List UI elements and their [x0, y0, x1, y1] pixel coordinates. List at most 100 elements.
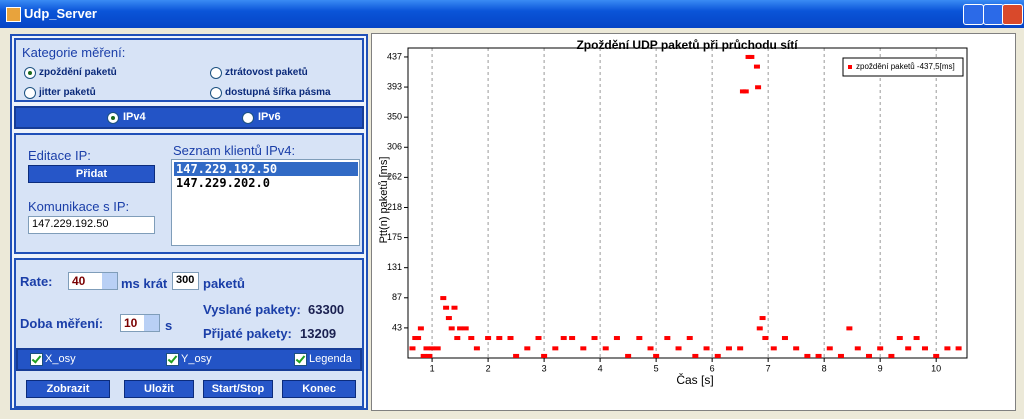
- point: [692, 353, 699, 358]
- point: [921, 346, 928, 351]
- legend-label: zpoždění paketů -437,5[ms]: [856, 62, 955, 71]
- start-stop-button[interactable]: Start/Stop: [203, 380, 273, 398]
- point: [703, 346, 710, 351]
- point: [423, 346, 430, 351]
- x-tick-label: 7: [766, 363, 771, 373]
- duration-combo[interactable]: 10: [120, 314, 160, 332]
- point: [955, 346, 962, 351]
- packets-textbox[interactable]: 300: [172, 272, 199, 290]
- maximize-button[interactable]: [983, 4, 1004, 25]
- point: [415, 336, 422, 341]
- point: [552, 346, 559, 351]
- point: [541, 353, 548, 358]
- y-tick-label: 262: [387, 172, 402, 182]
- radio[interactable]: [210, 87, 222, 99]
- sent-label: Vyslané pakety:: [203, 302, 301, 317]
- point: [854, 346, 861, 351]
- chart: Zpoždění UDP paketů při průchodu sítí Pt…: [371, 33, 1016, 411]
- y-axis-label: Ptt(n) paketů [ms]: [378, 157, 390, 244]
- y-tick-label: 306: [387, 142, 402, 152]
- point: [877, 346, 884, 351]
- x-axis-label: Čas [s]: [676, 372, 713, 387]
- point: [888, 353, 895, 358]
- checkbox[interactable]: [30, 353, 43, 366]
- checkbox[interactable]: [166, 353, 179, 366]
- point: [468, 336, 475, 341]
- minimize-button[interactable]: [963, 4, 984, 25]
- point: [755, 85, 762, 90]
- point: [440, 296, 447, 301]
- clients-list: 147.229.192.50 147.229.202.0: [171, 159, 360, 246]
- x-tick-label: 9: [878, 363, 883, 373]
- point: [714, 353, 721, 358]
- point: [636, 336, 643, 341]
- point: [896, 336, 903, 341]
- point: [753, 64, 760, 69]
- x-tick-label: 4: [598, 363, 603, 373]
- ms-label: ms krát: [121, 276, 168, 291]
- checkbox-bar: [16, 348, 362, 371]
- y-tick-label: 218: [387, 202, 402, 212]
- point: [420, 353, 427, 358]
- radio[interactable]: [210, 67, 222, 79]
- category-label: Kategorie měření:: [22, 45, 126, 60]
- ip-textbox[interactable]: 147.229.192.50: [28, 216, 155, 234]
- end-button[interactable]: Konec: [282, 380, 356, 398]
- point: [613, 336, 620, 341]
- y-tick-label: 393: [387, 81, 402, 91]
- clients-label: Seznam klientů IPv4:: [173, 143, 296, 158]
- point: [846, 326, 853, 331]
- point: [496, 336, 503, 341]
- show-button[interactable]: Zobrazit: [26, 380, 110, 398]
- rate-combo[interactable]: 40: [68, 272, 118, 290]
- close-button[interactable]: [1002, 4, 1023, 25]
- window-title: Udp_Server: [24, 6, 97, 21]
- point: [602, 346, 609, 351]
- received-value: 13209: [300, 326, 337, 341]
- y-tick-label: 131: [387, 262, 402, 272]
- radio[interactable]: [24, 67, 36, 79]
- point: [865, 353, 872, 358]
- packets-label: paketů: [203, 276, 245, 291]
- checkbox[interactable]: [294, 353, 307, 366]
- point: [429, 346, 436, 351]
- point: [457, 326, 464, 331]
- y-tick-label: 87: [392, 292, 402, 302]
- point: [770, 346, 777, 351]
- option-label: jitter paketů: [39, 87, 96, 98]
- ip-version-bar: [14, 106, 364, 129]
- point: [443, 305, 450, 310]
- save-button[interactable]: Uložit: [124, 380, 194, 398]
- x-tick-label: 8: [822, 363, 827, 373]
- point: [434, 346, 441, 351]
- option-label: IPv6: [258, 111, 281, 123]
- point: [535, 336, 542, 341]
- point: [426, 353, 433, 358]
- option-label: dostupná šířka pásma: [225, 87, 331, 98]
- point: [905, 346, 912, 351]
- radio[interactable]: [24, 87, 36, 99]
- comm-label: Komunikace s IP:: [28, 199, 130, 214]
- app-icon: [6, 7, 21, 22]
- radio[interactable]: [242, 112, 254, 124]
- point: [793, 346, 800, 351]
- point: [759, 316, 766, 321]
- x-tick-label: 1: [430, 363, 435, 373]
- duration-unit: s: [165, 318, 173, 333]
- option-label: ztrátovost paketů: [225, 67, 308, 78]
- plot-frame: [407, 47, 968, 359]
- x-tick-label: 3: [542, 363, 547, 373]
- point: [748, 54, 755, 59]
- client-item[interactable]: 147.229.202.0: [176, 176, 270, 190]
- add-button[interactable]: Přidat: [28, 165, 155, 183]
- radio[interactable]: [107, 112, 119, 124]
- point: [913, 336, 920, 341]
- client-item[interactable]: 147.229.192.50: [174, 162, 358, 176]
- point: [675, 346, 682, 351]
- option-label: zpoždění paketů: [39, 67, 117, 78]
- duration-label: Doba měření:: [20, 316, 104, 331]
- point: [933, 353, 940, 358]
- edit-label: Editace IP:: [28, 148, 91, 163]
- point: [664, 336, 671, 341]
